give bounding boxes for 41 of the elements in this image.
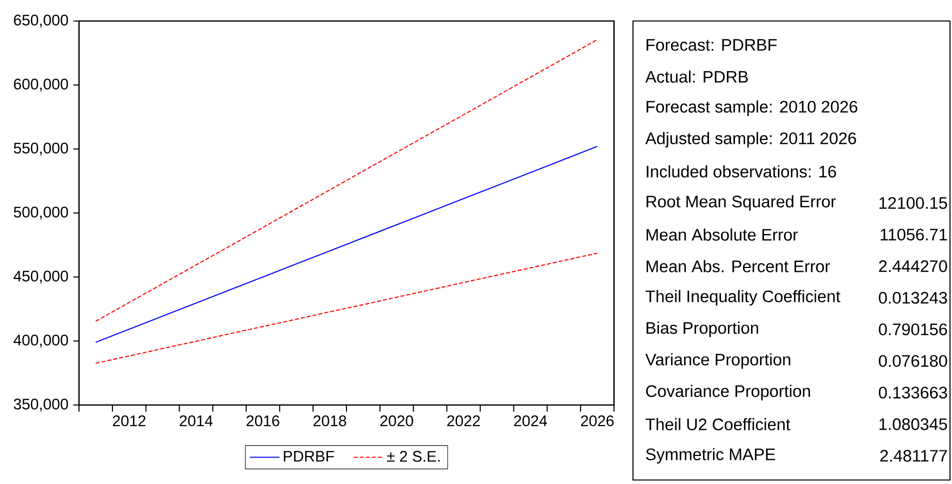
text: Forecast: PDRBF xyxy=(646,39,777,51)
text: 0.013243 xyxy=(878,292,947,304)
y-tick-label: 450,000 xyxy=(14,270,68,284)
text: 11056.71 xyxy=(880,228,947,240)
y-tick-label: 400,000 xyxy=(14,334,68,348)
text: 2.444270 xyxy=(879,260,948,272)
text: 0.790156 xyxy=(878,323,947,336)
category-label: Variance Proportion xyxy=(645,353,790,369)
category-label: Covariance Proportion xyxy=(646,384,810,400)
y-tick-label: 500,000 xyxy=(14,206,68,220)
text: Adjusted sample: 2011 2026 xyxy=(645,132,856,148)
text: 2.481177 xyxy=(880,450,947,462)
y-tick-label: 600,000 xyxy=(14,78,68,92)
text: 1.080345 xyxy=(880,418,948,430)
text: 0.133663 xyxy=(878,386,947,398)
x-tick-label: 2026 xyxy=(581,415,614,426)
y-tick-label: 350,000 xyxy=(14,398,68,412)
x-tick-label: 2016 xyxy=(246,415,280,426)
y-tick-label: 550,000 xyxy=(14,142,68,156)
category-label: Mean Absolute Error xyxy=(646,228,798,241)
text: Actual: PDRB xyxy=(645,70,748,83)
x-tick-label: 2018 xyxy=(314,415,346,426)
category-label: Symmetric MAPE xyxy=(646,448,776,464)
y-tick-label: 650,000 xyxy=(14,14,68,28)
category-label: Theil U2 Coefficient xyxy=(646,418,790,430)
x-tick-label: 2012 xyxy=(112,415,146,426)
line-series xyxy=(95,252,598,364)
text: 12100.15 xyxy=(880,197,948,209)
x-tick-label: 2020 xyxy=(380,415,414,426)
category-label: Root Mean Squared Error xyxy=(646,195,836,211)
text: Forecast sample: 2010 2026 xyxy=(646,100,858,116)
legend-label: ± 2 S.E. xyxy=(387,450,440,462)
category-label: Bias Proportion xyxy=(646,322,758,338)
x-tick-label: 2024 xyxy=(514,415,548,426)
category-label: Mean Abs. Percent Error xyxy=(646,260,830,272)
category-label: Theil Inequality Coefficient xyxy=(646,290,840,306)
x-tick-label: 2014 xyxy=(180,415,213,426)
text: 0.076180 xyxy=(878,355,948,367)
x-tick-label: 2022 xyxy=(447,415,480,426)
legend-label: PDRBF xyxy=(284,450,334,462)
text: Included observations: 16 xyxy=(646,165,836,178)
